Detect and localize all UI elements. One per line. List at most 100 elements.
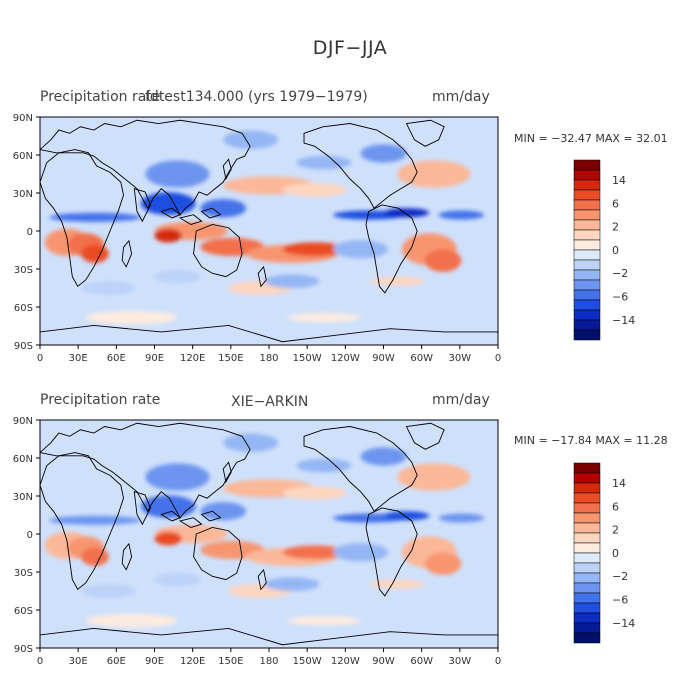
top-panel-units: mm/day (432, 89, 490, 105)
bottom-axes: 90N 60N 30N 0 30S 60S 90S 0 30E 60E 90E 120E 150E 180… (13, 416, 501, 667)
colorbar-label: −14 (612, 314, 635, 327)
colorbar-label: 2 (612, 221, 619, 234)
colorbar-label: −14 (612, 617, 635, 630)
lat-tick-label: 90N (13, 416, 33, 427)
lat-tick-label: 60S (14, 606, 33, 617)
colorbar-swatch (573, 249, 601, 261)
lon-tick-label: 30W (449, 353, 472, 364)
colorbar-swatch (573, 562, 601, 574)
lat-tick-label: 30N (13, 492, 33, 503)
colorbar-label: 0 (612, 244, 619, 257)
colorbar-swatch (573, 269, 601, 281)
lon-tick-label: 30W (449, 656, 472, 667)
lon-tick-label: 0 (495, 656, 501, 667)
colorbar-swatch (573, 512, 601, 524)
lon-tick-label: 0 (37, 656, 43, 667)
lon-tick-label: 30E (69, 656, 88, 667)
colorbar-swatch (573, 582, 601, 594)
bottom-panel-minmax: MIN = −17.84 MAX = 11.28 (514, 434, 668, 447)
lat-tick-label: 0 (27, 530, 33, 541)
lon-tick-label: 120E (180, 656, 205, 667)
bottom-colorbar: 14 6 2 0 −2 −6 −14 (573, 462, 635, 644)
lon-tick-label: 120W (331, 656, 360, 667)
colorbar-swatch (573, 189, 601, 201)
colorbar-label: 2 (612, 524, 619, 537)
lon-tick-label: 60W (410, 353, 433, 364)
colorbar-swatch (573, 259, 601, 271)
lon-tick-label: 90E (145, 656, 164, 667)
colorbar-label: 14 (612, 174, 626, 187)
colorbar-label: −6 (612, 594, 628, 607)
colorbar-swatch (573, 592, 601, 604)
top-panel-title: Precipitation rate (40, 89, 161, 105)
colorbar-label: 14 (612, 477, 626, 490)
lat-tick-label: 90S (14, 644, 33, 655)
lon-tick-label: 150E (218, 656, 243, 667)
lon-tick-label: 60W (410, 656, 433, 667)
lat-tick-label: 60N (13, 151, 33, 162)
bottom-precip-map (40, 420, 498, 648)
lon-tick-label: 150W (293, 656, 322, 667)
colorbar-label: −2 (612, 267, 628, 280)
top-panel-minmax: MIN = −32.47 MAX = 32.01 (514, 132, 668, 145)
colorbar-swatch (573, 472, 601, 484)
colorbar-swatch (573, 209, 601, 221)
colorbar-swatch (573, 289, 601, 301)
colorbar-swatch (573, 602, 601, 614)
lon-tick-label: 150W (293, 353, 322, 364)
lon-tick-label: 120W (331, 353, 360, 364)
colorbar-swatch (573, 542, 601, 554)
lon-tick-label: 180 (259, 353, 278, 364)
lon-tick-label: 120E (180, 353, 205, 364)
colorbar-swatch (573, 552, 601, 564)
lon-tick-label: 60E (107, 353, 126, 364)
bottom-panel-dataset-label: XIE−ARKIN (231, 394, 309, 410)
lon-tick-label: 0 (495, 353, 501, 364)
lat-tick-label: 30N (13, 189, 33, 200)
colorbar-swatch (573, 179, 601, 191)
colorbar-swatch (573, 219, 601, 231)
colorbar-swatch (573, 522, 601, 534)
colorbar-swatch (573, 632, 601, 644)
colorbar-label: −2 (612, 570, 628, 583)
colorbar-swatch (573, 239, 601, 251)
colorbar-label: 0 (612, 547, 619, 560)
colorbar-swatch (573, 159, 601, 171)
colorbar-swatch (573, 279, 601, 291)
colorbar-swatch (573, 309, 601, 321)
colorbar-label: 6 (612, 197, 619, 210)
top-colorbar: 14 6 2 0 −2 −6 −14 (573, 159, 635, 341)
colorbar-swatch (573, 482, 601, 494)
bottom-panel-title: Precipitation rate (40, 392, 161, 408)
lon-tick-label: 0 (37, 353, 43, 364)
lat-tick-label: 90S (14, 341, 33, 352)
colorbar-swatch (573, 462, 601, 474)
lon-tick-label: 90W (372, 353, 395, 364)
lat-tick-label: 30S (14, 568, 33, 579)
lat-tick-label: 0 (27, 227, 33, 238)
lat-tick-label: 90N (13, 113, 33, 124)
colorbar-swatch (573, 612, 601, 624)
colorbar-swatch (573, 229, 601, 241)
lon-tick-label: 30E (69, 353, 88, 364)
colorbar-swatch (573, 169, 601, 181)
top-axes: 90N 60N 30N 0 30S 60S 90S 0 30E 60E 90E 120E 150E 180… (13, 113, 501, 364)
lat-tick-label: 60N (13, 454, 33, 465)
lon-tick-label: 150E (218, 353, 243, 364)
colorbar-swatch (573, 319, 601, 331)
top-precip-map (40, 117, 498, 345)
colorbar-swatch (573, 299, 601, 311)
lon-tick-label: 90W (372, 656, 395, 667)
figure-title: DJF−JJA (312, 37, 388, 59)
lon-tick-label: 90E (145, 353, 164, 364)
lon-tick-label: 60E (107, 656, 126, 667)
colorbar-swatch (573, 492, 601, 504)
colorbar-swatch (573, 532, 601, 544)
bottom-panel-units: mm/day (432, 392, 490, 408)
colorbar-label: −6 (612, 291, 628, 304)
colorbar-swatch (573, 329, 601, 341)
top-panel-run-label: fdtest134.000 (yrs 1979−1979) (145, 89, 368, 105)
lat-tick-label: 30S (14, 265, 33, 276)
colorbar-swatch (573, 622, 601, 634)
